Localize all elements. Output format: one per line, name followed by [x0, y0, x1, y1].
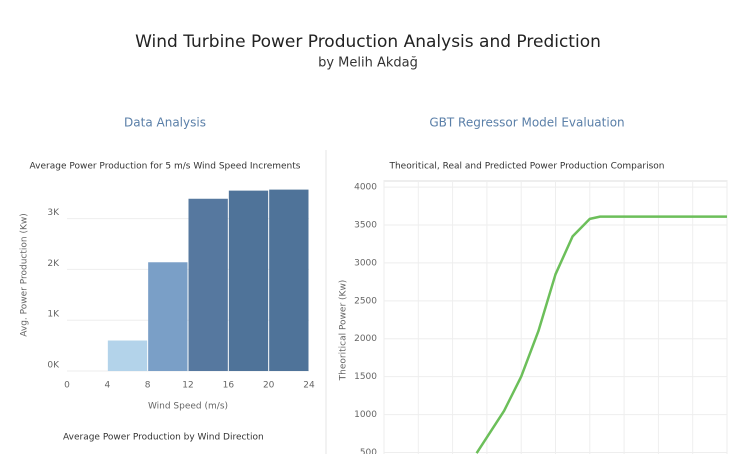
x-tick-label: 20 [263, 381, 275, 391]
section-title: GBT Regressor Model Evaluation [429, 116, 624, 130]
y-tick-label: 500 [360, 448, 377, 454]
y-tick-label: 4000 [354, 183, 377, 193]
title: Wind Turbine Power Production Analysis a… [135, 32, 601, 52]
y-tick-label: 2500 [354, 296, 377, 306]
y-tick-label: 1000 [354, 410, 377, 420]
y-tick-label: 3K [47, 208, 60, 218]
x-tick-label: 24 [303, 381, 315, 391]
line [475, 215, 727, 454]
chart-title: Average Power Production for 5 m/s Wind … [30, 162, 301, 172]
y-tick-label: 1K [47, 310, 60, 320]
bar [107, 340, 148, 371]
x-tick-label: 8 [145, 381, 151, 391]
y-tick-label: 3500 [354, 220, 377, 230]
y-tick-label: 1500 [354, 372, 377, 382]
section-title: Data Analysis [124, 116, 206, 130]
x-axis-label: Wind Speed (m/s) [148, 402, 228, 412]
bar [188, 198, 228, 371]
bar [269, 189, 309, 371]
x-tick-label: 16 [223, 381, 235, 391]
bar [148, 262, 188, 371]
y-tick-label: 2K [47, 259, 60, 269]
x-tick-label: 12 [182, 381, 193, 391]
chart-title: Average Power Production by Wind Directi… [63, 433, 264, 443]
y-axis-label: Theoritical Power (Kw) [339, 280, 349, 382]
chart-title: Theoritical, Real and Predicted Power Pr… [388, 162, 664, 172]
bar [228, 190, 269, 371]
y-tick-label: 0K [47, 361, 60, 371]
x-tick-label: 4 [104, 381, 110, 391]
subtitle: by Melih Akdağ [318, 56, 418, 71]
y-tick-label: 3000 [354, 258, 377, 268]
y-axis-label: Avg. Power Production (Kw) [20, 213, 30, 337]
y-tick-label: 2000 [354, 334, 377, 344]
x-tick-label: 0 [64, 381, 70, 391]
